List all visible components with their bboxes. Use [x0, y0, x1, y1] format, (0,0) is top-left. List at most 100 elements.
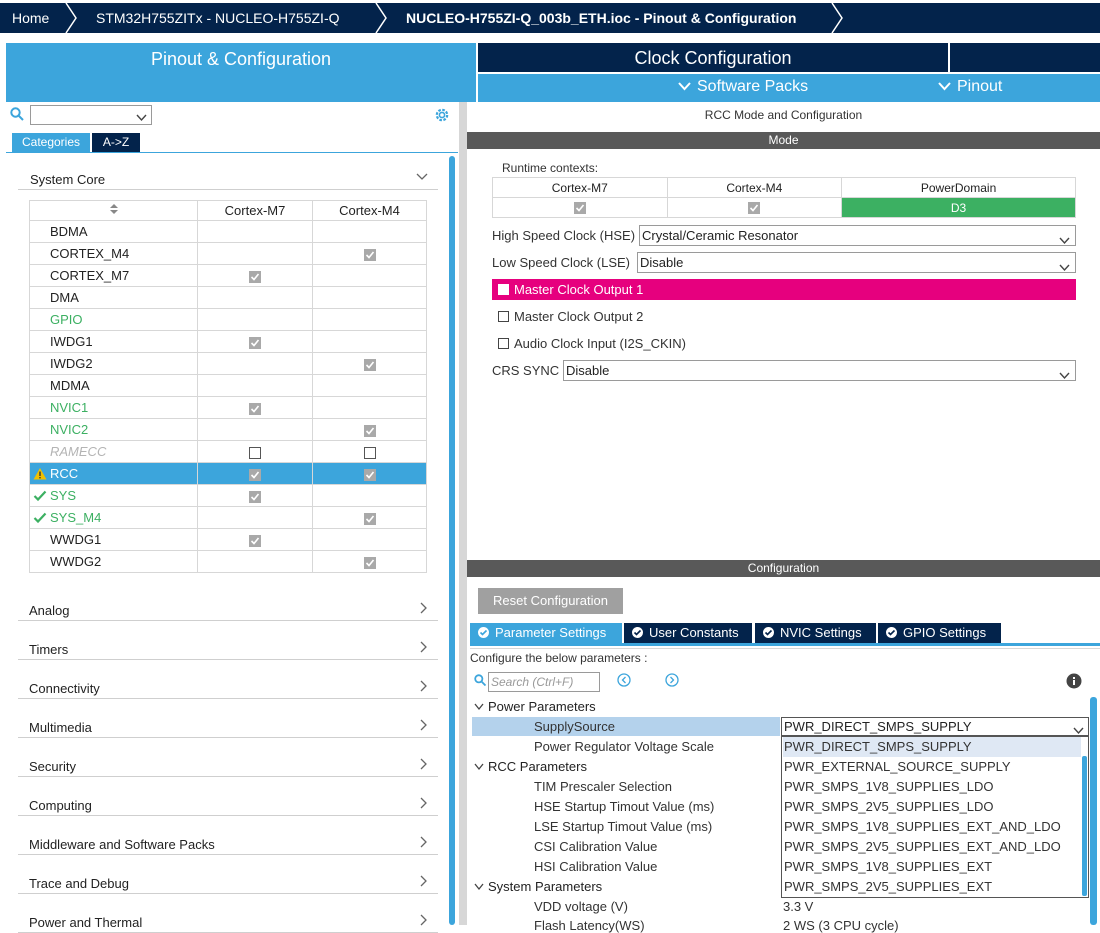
category-item[interactable]: Trace and Debug: [18, 872, 438, 894]
category-system-core[interactable]: System Core: [18, 168, 438, 190]
tab-parameter-settings[interactable]: Parameter Settings: [470, 623, 622, 643]
breadcrumb-device[interactable]: STM32H755ZITx - NUCLEO-H755ZI-Q: [96, 10, 340, 26]
ip-name[interactable]: CORTEX_M7: [29, 264, 198, 287]
cortex-m7-checkbox[interactable]: [197, 550, 313, 573]
param-power-regulator-voltage-scale[interactable]: Power Regulator Voltage Scale: [534, 739, 714, 754]
ip-name[interactable]: WWDG1: [29, 528, 198, 551]
cortex-m4-checkbox[interactable]: [312, 462, 427, 485]
group-system-parameters[interactable]: System Parameters: [474, 879, 602, 894]
tab-categories[interactable]: Categories: [12, 133, 90, 152]
ip-name[interactable]: RAMECC: [29, 440, 198, 463]
tab-user-constants[interactable]: User Constants: [624, 623, 752, 643]
cortex-m7-checkbox[interactable]: [197, 440, 313, 463]
dropdown-option[interactable]: PWR_SMPS_2V5_SUPPLIES_EXT_AND_LDO: [784, 839, 1061, 854]
search-icon[interactable]: [10, 107, 24, 124]
dropdown-option[interactable]: PWR_SMPS_1V8_SUPPLIES_EXT: [784, 859, 993, 874]
left-scrollbar[interactable]: [449, 156, 455, 925]
breadcrumb-project[interactable]: NUCLEO-H755ZI-Q_003b_ETH.ioc - Pinout & …: [406, 10, 797, 26]
ip-name[interactable]: DMA: [29, 286, 198, 309]
ip-name[interactable]: SYS_M4: [29, 506, 198, 529]
ip-row[interactable]: RCC: [29, 462, 427, 485]
param-tim-prescaler[interactable]: TIM Prescaler Selection: [534, 779, 672, 794]
ip-row[interactable]: SYS: [29, 484, 427, 507]
ip-name[interactable]: IWDG2: [29, 352, 198, 375]
context-m4-checkbox[interactable]: [666, 197, 843, 218]
cortex-m4-checkbox[interactable]: [312, 308, 427, 331]
ip-row[interactable]: WWDG1: [29, 528, 427, 551]
sort-icon[interactable]: [29, 200, 198, 221]
category-item[interactable]: Security: [18, 755, 438, 777]
column-header[interactable]: Cortex-M7: [197, 200, 313, 221]
cortex-m7-checkbox[interactable]: [197, 330, 313, 353]
panel-splitter[interactable]: [459, 102, 467, 925]
cortex-m7-checkbox[interactable]: [197, 528, 313, 551]
software-packs-menu[interactable]: Software Packs: [678, 78, 808, 96]
cortex-m7-checkbox[interactable]: [197, 352, 313, 375]
ip-row[interactable]: CORTEX_M4: [29, 242, 427, 265]
category-search-combo[interactable]: [30, 105, 152, 125]
cortex-m7-checkbox[interactable]: [197, 374, 313, 397]
ip-name[interactable]: BDMA: [29, 220, 198, 243]
cortex-m4-checkbox[interactable]: [312, 550, 427, 573]
tab-pinout-configuration[interactable]: Pinout & Configuration: [6, 43, 476, 102]
cortex-m4-checkbox[interactable]: [312, 396, 427, 419]
info-icon[interactable]: [1066, 673, 1082, 692]
hse-select[interactable]: Crystal/Ceramic Resonator: [639, 225, 1076, 246]
reset-configuration-button[interactable]: Reset Configuration: [478, 588, 623, 614]
cortex-m7-checkbox[interactable]: [197, 220, 313, 243]
audio-clock-input-checkbox[interactable]: Audio Clock Input (I2S_CKIN): [498, 336, 686, 351]
tab-nvic-settings[interactable]: NVIC Settings: [755, 623, 876, 643]
cortex-m4-checkbox[interactable]: [312, 286, 427, 309]
next-result-icon[interactable]: [665, 673, 679, 690]
lse-select[interactable]: Disable: [637, 252, 1076, 273]
dropdown-option[interactable]: PWR_SMPS_2V5_SUPPLIES_EXT: [784, 879, 993, 894]
cortex-m4-checkbox[interactable]: [312, 484, 427, 507]
crs-sync-select[interactable]: Disable: [563, 360, 1076, 381]
ip-name[interactable]: IWDG1: [29, 330, 198, 353]
category-item[interactable]: Multimedia: [18, 716, 438, 738]
dropdown-scrollbar[interactable]: [1082, 756, 1087, 896]
param-vdd-voltage[interactable]: VDD voltage (V): [534, 899, 628, 914]
dropdown-option[interactable]: PWR_DIRECT_SMPS_SUPPLY: [783, 737, 1081, 757]
ip-name[interactable]: SYS: [29, 484, 198, 507]
cortex-m7-checkbox[interactable]: [197, 462, 313, 485]
context-m7-checkbox[interactable]: [492, 197, 668, 218]
param-csi-calibration[interactable]: CSI Calibration Value: [534, 839, 658, 854]
param-hsi-calibration[interactable]: HSI Calibration Value: [534, 859, 658, 874]
group-power-parameters[interactable]: Power Parameters: [474, 699, 596, 714]
tab-extra[interactable]: [950, 43, 1100, 72]
master-clock-output-2-checkbox[interactable]: Master Clock Output 2: [498, 309, 643, 324]
cortex-m4-checkbox[interactable]: [312, 242, 427, 265]
cortex-m4-checkbox[interactable]: [312, 528, 427, 551]
ip-name[interactable]: WWDG2: [29, 550, 198, 573]
category-item[interactable]: Computing: [18, 794, 438, 816]
group-rcc-parameters[interactable]: RCC Parameters: [474, 759, 587, 774]
ip-name[interactable]: NVIC2: [29, 418, 198, 441]
ip-row[interactable]: NVIC1: [29, 396, 427, 419]
supply-source-select[interactable]: PWR_DIRECT_SMPS_SUPPLY: [781, 717, 1089, 736]
ip-name[interactable]: GPIO: [29, 308, 198, 331]
parameter-search-input[interactable]: Search (Ctrl+F): [488, 672, 600, 692]
cortex-m7-checkbox[interactable]: [197, 506, 313, 529]
dropdown-option[interactable]: PWR_EXTERNAL_SOURCE_SUPPLY: [784, 759, 1011, 774]
ip-row[interactable]: NVIC2: [29, 418, 427, 441]
category-item[interactable]: Power and Thermal: [18, 911, 438, 933]
cortex-m4-checkbox[interactable]: [312, 440, 427, 463]
ip-name[interactable]: NVIC1: [29, 396, 198, 419]
cortex-m4-checkbox[interactable]: [312, 506, 427, 529]
tab-clock-configuration[interactable]: Clock Configuration: [478, 43, 948, 72]
ip-row[interactable]: SYS_M4: [29, 506, 427, 529]
cortex-m4-checkbox[interactable]: [312, 418, 427, 441]
ip-name[interactable]: RCC: [29, 462, 198, 485]
ip-name[interactable]: CORTEX_M4: [29, 242, 198, 265]
column-header[interactable]: Cortex-M4: [312, 200, 427, 221]
cortex-m7-checkbox[interactable]: [197, 264, 313, 287]
param-flash-latency[interactable]: Flash Latency(WS): [534, 918, 645, 933]
param-hse-startup[interactable]: HSE Startup Timout Value (ms): [534, 799, 715, 814]
ip-row[interactable]: MDMA: [29, 374, 427, 397]
dropdown-option[interactable]: PWR_SMPS_2V5_SUPPLIES_LDO: [784, 799, 994, 814]
ip-row[interactable]: CORTEX_M7: [29, 264, 427, 287]
cortex-m4-checkbox[interactable]: [312, 374, 427, 397]
ip-row[interactable]: DMA: [29, 286, 427, 309]
ip-row[interactable]: IWDG1: [29, 330, 427, 353]
